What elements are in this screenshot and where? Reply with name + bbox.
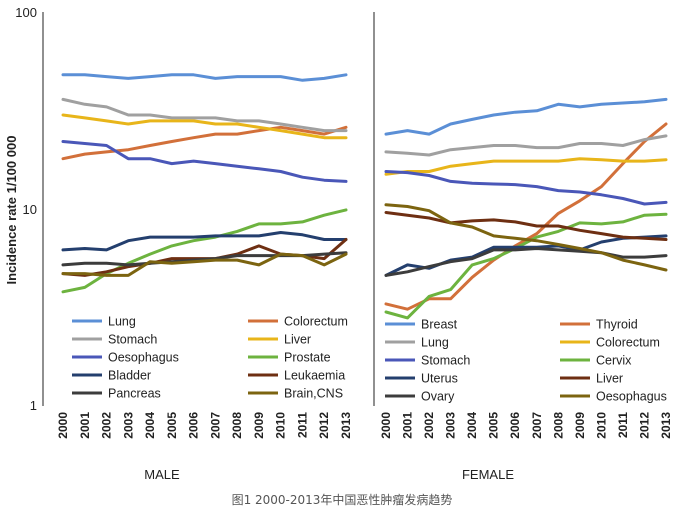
x-tick-female-2005: 2005 xyxy=(487,412,501,439)
x-tick-female-2001: 2001 xyxy=(401,412,415,439)
x-tick-male-2008: 2008 xyxy=(230,412,244,439)
legend-label-female-liver: Liver xyxy=(596,372,623,386)
legend-label-female-lung: Lung xyxy=(421,336,449,350)
x-tick-male-2012: 2012 xyxy=(317,412,331,439)
x-tick-male-2009: 2009 xyxy=(252,412,266,439)
series-line-female-liver xyxy=(386,213,666,240)
x-tick-female-2007: 2007 xyxy=(530,412,544,439)
legend-label-male-leukaemia: Leukaemia xyxy=(284,369,345,383)
legend-label-male-stomach: Stomach xyxy=(108,333,157,347)
y-tick-1: 1 xyxy=(30,398,37,413)
series-line-female-colorectum xyxy=(386,159,666,175)
legend-label-male-pancreas: Pancreas xyxy=(108,387,161,401)
x-tick-female-2006: 2006 xyxy=(508,412,522,439)
series-line-male-stomach xyxy=(63,99,346,130)
figure: Incidence rate 1/100 000 100 10 1 MALE F… xyxy=(0,0,684,495)
x-tick-male-2013: 2013 xyxy=(339,412,353,439)
legend-label-male-prostate: Prostate xyxy=(284,351,331,365)
x-tick-male-2010: 2010 xyxy=(274,412,288,439)
series-line-female-ovary xyxy=(386,249,666,276)
x-tick-male-2003: 2003 xyxy=(121,412,135,439)
x-tick-male-2004: 2004 xyxy=(143,412,157,439)
x-tick-male-2001: 2001 xyxy=(78,412,92,439)
x-tick-male-2007: 2007 xyxy=(208,412,222,439)
x-tick-female-2010: 2010 xyxy=(594,412,608,439)
x-tick-male-2002: 2002 xyxy=(100,412,114,439)
legend-label-female-breast: Breast xyxy=(421,318,458,332)
x-tick-male-2011: 2011 xyxy=(295,412,309,438)
series-line-male-colorectum xyxy=(63,127,346,158)
x-tick-male-2006: 2006 xyxy=(187,412,201,439)
x-tick-female-2003: 2003 xyxy=(444,412,458,439)
legend-label-male-bladder: Bladder xyxy=(108,369,151,383)
panel-title-male: MALE xyxy=(144,467,180,482)
x-tick-female-2008: 2008 xyxy=(551,412,565,439)
legend-label-male-lung: Lung xyxy=(108,315,136,329)
x-tick-female-2013: 2013 xyxy=(659,412,673,439)
legend-label-female-ovary: Ovary xyxy=(421,390,455,404)
panel-title-female: FEMALE xyxy=(462,467,514,482)
figure-caption: 图1 2000-2013年中国恶性肿瘤发病趋势 xyxy=(0,491,684,508)
legend-label-female-thyroid: Thyroid xyxy=(596,318,638,332)
x-tick-male-2000: 2000 xyxy=(56,412,70,439)
x-tick-female-2004: 2004 xyxy=(465,412,479,439)
x-tick-female-2002: 2002 xyxy=(422,412,436,439)
legend-label-female-colorectum: Colorectum xyxy=(596,336,660,350)
x-tick-male-2005: 2005 xyxy=(165,412,179,439)
series-line-male-bladder xyxy=(63,233,346,250)
legend-label-female-uterus: Uterus xyxy=(421,372,458,386)
y-tick-100: 100 xyxy=(15,5,37,20)
x-tick-female-2011: 2011 xyxy=(616,412,630,438)
series-line-female-stomach xyxy=(386,172,666,205)
series-line-female-breast xyxy=(386,99,666,134)
legend-label-male-colorectum: Colorectum xyxy=(284,315,348,329)
legend-label-female-cervix: Cervix xyxy=(596,354,632,368)
legend-label-male-oesophagus: Oesophagus xyxy=(108,351,179,365)
series-line-male-oesophagus xyxy=(63,142,346,182)
legend-label-male-liver: Liver xyxy=(284,333,311,347)
y-tick-10: 10 xyxy=(23,202,37,217)
x-tick-female-2012: 2012 xyxy=(637,412,651,439)
legend-label-female-stomach: Stomach xyxy=(421,354,470,368)
legend-label-male-brain-cns: Brain,CNS xyxy=(284,387,343,401)
legend-label-female-oesophagus: Oesophagus xyxy=(596,390,667,404)
series-line-male-lung xyxy=(63,75,346,81)
y-axis-label: Incidence rate 1/100 000 xyxy=(4,136,19,285)
x-tick-female-2000: 2000 xyxy=(379,412,393,439)
series-line-female-lung xyxy=(386,136,666,155)
x-tick-female-2009: 2009 xyxy=(573,412,587,439)
